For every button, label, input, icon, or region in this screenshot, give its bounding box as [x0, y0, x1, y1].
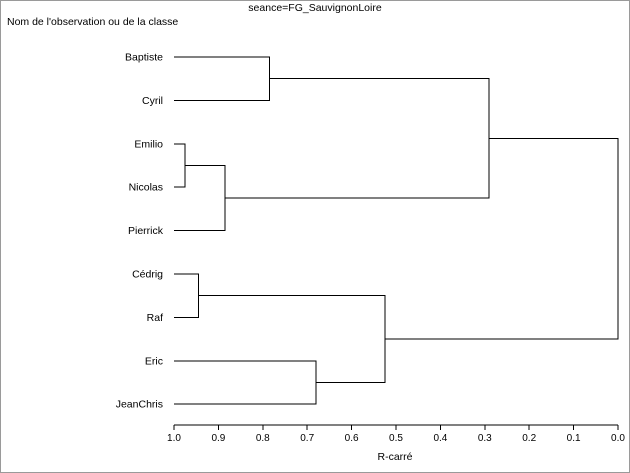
x-tick-label: 1.0: [167, 433, 181, 444]
leaf-label: Raf: [147, 312, 163, 324]
dendrogram-link: [225, 79, 489, 198]
leaf-label: Baptiste: [125, 52, 163, 64]
dendrogram-link: [174, 166, 225, 231]
x-axis: 1.0 0.9 0.8 0.7 0.6 0.5 0.4 0.3 0.2 0.1 0.0: [167, 425, 625, 444]
x-axis-label: R-carré: [377, 451, 412, 463]
x-tick-label: 0.1: [567, 433, 581, 444]
x-tick-label: 0.5: [389, 433, 403, 444]
y-axis-title: Nom de l'observation ou de la classe: [7, 16, 178, 28]
leaf-label: JeanChris: [116, 399, 163, 411]
leaf-label: Emilio: [134, 138, 163, 150]
x-tick-label: 0.9: [211, 433, 225, 444]
dendrogram-links: [174, 57, 618, 404]
x-tick-label: 0.2: [522, 433, 536, 444]
leaf-label: Cyril: [142, 95, 163, 107]
leaf-label: Eric: [145, 355, 163, 367]
x-tick-label: 0.8: [256, 433, 270, 444]
dendrogram-link: [174, 144, 185, 187]
leaf-labels: Baptiste Cyril Emilio Nicolas Pierrick Cédrig…: [116, 52, 164, 411]
leaf-label: Nicolas: [129, 182, 163, 194]
dendrogram-link: [174, 57, 269, 100]
x-tick-label: 0.6: [345, 433, 359, 444]
leaf-label: Cédrig: [132, 269, 163, 281]
chart-title: seance=FG_SauvignonLoire: [248, 2, 382, 14]
dendrogram-link: [385, 138, 618, 339]
x-tick-label: 0.4: [433, 433, 447, 444]
x-tick-label: 0.3: [478, 433, 492, 444]
x-tick-label: 0.7: [300, 433, 314, 444]
x-tick-label: 0.0: [611, 433, 625, 444]
dendrogram-link: [198, 296, 384, 383]
leaf-label: Pierrick: [128, 225, 164, 237]
dendrogram-link: [174, 361, 316, 404]
dendrogram-link: [174, 274, 198, 317]
